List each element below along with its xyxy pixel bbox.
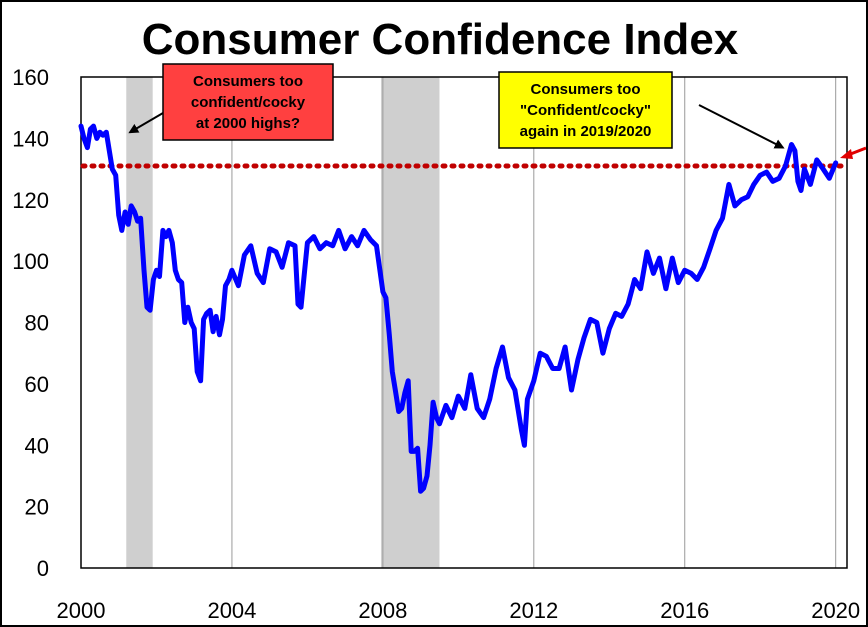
annotation-text-0-2: at 2000 highs? <box>196 115 300 132</box>
x-tick-label: 2004 <box>207 598 256 623</box>
x-tick-label: 2012 <box>509 598 558 623</box>
annotation-1: Consumers too "Confident/cocky" again in 2… <box>498 71 785 149</box>
y-tick-label: 100 <box>12 249 49 274</box>
y-tick-label: 80 <box>25 311 49 336</box>
annotation-text-0-0: Consumers too <box>193 73 303 90</box>
plot-area <box>80 76 848 569</box>
y-tick-label: 160 <box>12 65 49 90</box>
annotation-text-0-1: confident/cocky <box>191 94 306 111</box>
annotation-box-0 <box>162 63 334 141</box>
series-line-0 <box>78 123 839 494</box>
y-tick-label: 40 <box>25 433 49 458</box>
annotation-0: Consumers too confident/cocky at 2000 high… <box>128 63 334 141</box>
x-tick-label: 2016 <box>660 598 709 623</box>
y-tick-label: 20 <box>25 495 49 520</box>
y-tick-label: 140 <box>12 126 49 151</box>
y-tick-label: 0 <box>37 556 49 581</box>
recession-band-0 <box>126 77 153 568</box>
annotation-box-1 <box>498 71 673 149</box>
y-tick-label: 120 <box>12 188 49 213</box>
annotation-text-1-2: again in 2019/2020 <box>520 123 652 140</box>
annotation-arrow-1 <box>698 104 785 149</box>
recession-band-1 <box>380 77 440 568</box>
chart-title: Consumer Confidence Index <box>142 15 739 64</box>
x-tick-label: 2008 <box>358 598 407 623</box>
x-tick-label: 2000 <box>57 598 106 623</box>
red-arrow-icon <box>840 146 866 159</box>
annotation-text-1-1: "Confident/cocky" <box>520 102 651 119</box>
x-tick-label: 2020 <box>811 598 860 623</box>
annotation-text-1-0: Consumers too <box>530 81 640 98</box>
y-tick-label: 60 <box>25 372 49 397</box>
